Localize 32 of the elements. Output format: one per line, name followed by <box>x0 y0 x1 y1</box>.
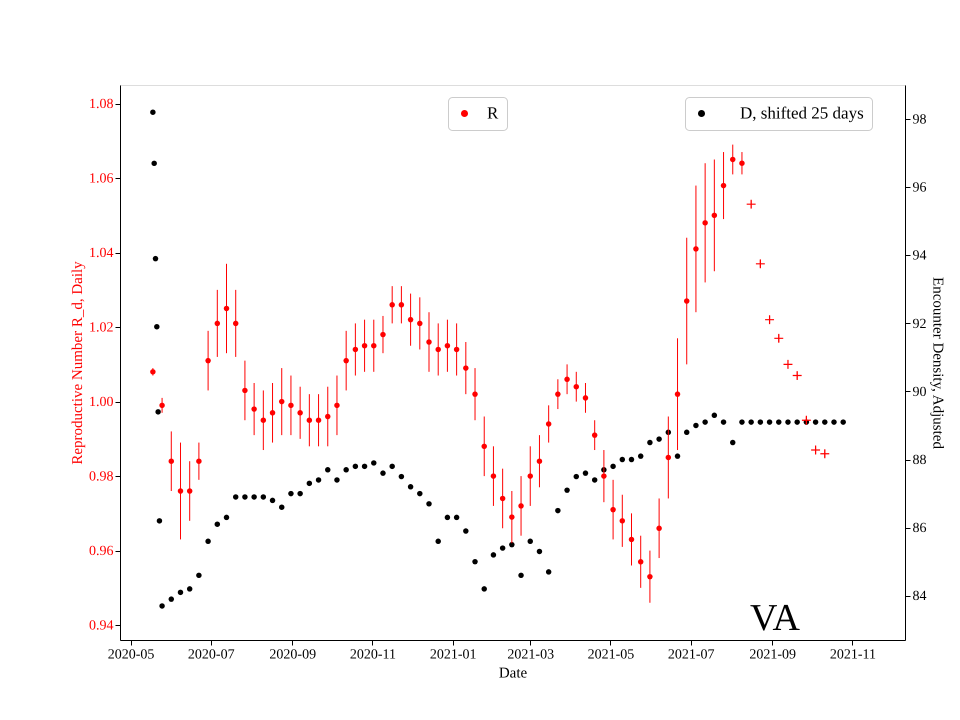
y-tick-label: 1.02 <box>89 320 114 336</box>
y2-tick-label: 84 <box>912 589 926 604</box>
x-tick-label: 2021-03 <box>507 648 554 662</box>
x-tick-label: 2021-09 <box>749 648 796 662</box>
y-tick-label: 1.04 <box>89 246 114 262</box>
legend-label: D, shifted 25 days <box>740 104 864 122</box>
x-tick-label: 2021-05 <box>588 648 634 662</box>
annotation: VA <box>750 597 801 639</box>
y-tick-label: 0.94 <box>89 618 114 634</box>
y2-tick-label: 90 <box>912 384 926 400</box>
x-axis-title: Date <box>498 666 528 682</box>
x-tick-label: 2021-07 <box>668 648 715 662</box>
y-tick-label: 1.06 <box>89 172 114 187</box>
y2-tick-label: 96 <box>912 180 926 196</box>
y2-tick-label: 94 <box>912 248 926 264</box>
y2-axis-title: Encounter Density, Adjusted <box>930 277 946 450</box>
legend-label: R <box>487 104 499 122</box>
x-tick-label: 2020-09 <box>269 648 316 662</box>
x-tick-label: 2020-11 <box>350 648 396 662</box>
x-tick-label: 2021-01 <box>430 648 477 662</box>
y-axis-title: Reproductive Number R_d, Daily <box>70 260 86 465</box>
y-tick-label: 1.08 <box>89 97 114 112</box>
x-tick-label: 2020-05 <box>108 648 154 662</box>
y-tick-label: 0.96 <box>89 544 114 560</box>
x-tick-label: 2021-11 <box>830 648 876 662</box>
x-tick-label: 2020-07 <box>188 648 235 662</box>
y-tick-label: 1.00 <box>89 395 114 410</box>
y2-tick-label: 92 <box>912 316 926 332</box>
y2-tick-label: 86 <box>912 521 926 536</box>
y2-tick-label: 98 <box>912 112 926 128</box>
y-tick-label: 0.98 <box>89 470 114 485</box>
y2-tick-label: 88 <box>912 453 926 468</box>
